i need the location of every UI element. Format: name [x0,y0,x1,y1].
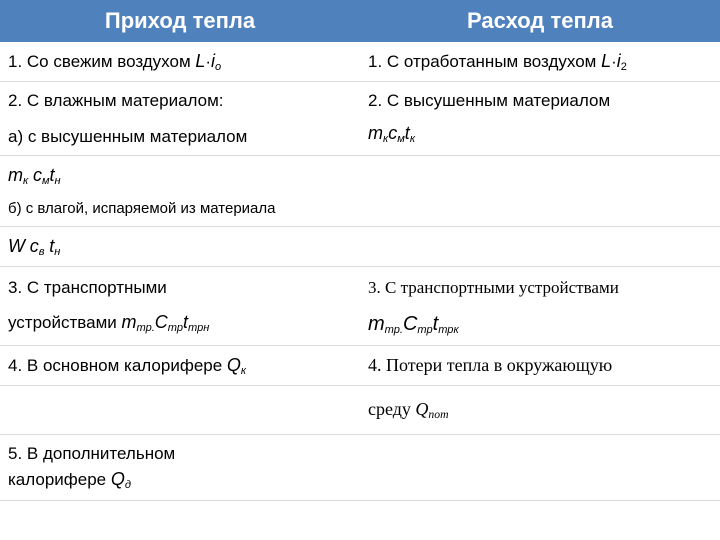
var-m: m [8,165,23,185]
text: 4. Потери тепла в окружающую [368,355,612,375]
var-W: W [8,236,25,256]
text: а) с высушенным материалом [8,124,352,150]
cell-right [360,227,720,267]
sub: д [125,479,131,491]
var-m: m [122,312,137,332]
header-left: Приход тепла [0,0,360,42]
cell-left: mк смtн б) с влагой, испаряемой из матер… [0,156,360,227]
table-row: 2. С влажным материалом: а) с высушенным… [0,82,720,156]
table-row: 4. В основном калорифере Qк 4. Потери те… [0,345,720,385]
cell-left: 2. С влажным материалом: а) с высушенным… [0,82,360,156]
sub: о [215,61,221,73]
table-row: mк смtн б) с влагой, испаряемой из матер… [0,156,720,227]
text: 3. С транспортными устройствами [368,269,712,301]
cell-left: W св tн [0,227,360,267]
text: б) с влагой, испаряемой из материала [8,198,352,221]
text: 5. В дополнительном [8,441,352,467]
var-L: L [601,51,611,71]
cell-right: 1. С отработанным воздухом L·i2 [360,42,720,82]
text: 3. С транспортными [8,269,352,301]
table-header: Приход тепла Расход тепла [0,0,720,42]
sub: н [55,175,61,187]
cell-left: устройствами mтр.Стрtтрн [0,303,360,346]
var-C: С [155,312,168,332]
sub: 2 [621,61,627,73]
cell-left: 5. В дополнительном калорифере Qд [0,434,360,500]
table-row: 3. С транспортными 3. С транспортными ус… [0,267,720,303]
table-row: устройствами mтр.Стрtтрн mтр.Стрtтрк [0,303,720,346]
cell-right [360,434,720,500]
sub: к [241,365,246,377]
text: 2. С влажным материалом: [8,88,352,114]
text: устройствами [8,313,122,332]
heat-balance-table: Приход тепла Расход тепла 1. Со свежим в… [0,0,720,501]
var-L: L [195,51,205,71]
header-right: Расход тепла [360,0,720,42]
cell-left [0,386,360,434]
sub: пот [428,408,448,421]
var-c: с [33,165,42,185]
var-c: с [30,236,39,256]
cell-right [360,156,720,227]
sub: трн [188,322,209,334]
var-C: С [403,313,417,335]
cell-right: 4. Потери тепла в окружающую [360,345,720,385]
cell-left: 4. В основном калорифере Qк [0,345,360,385]
text: калорифере [8,470,111,489]
sub: тр. [385,324,403,336]
sub: в [39,246,45,258]
sub: м [42,175,50,187]
var-Q: Q [227,355,241,375]
table-row: W св tн [0,227,720,267]
cell-right: среду Qпот [360,386,720,434]
sub: трк [438,324,458,336]
table-row: среду Qпот [0,386,720,434]
formula: mксмtк [368,120,712,147]
text: среду [368,399,415,419]
var-Q: Q [111,469,125,489]
cell-left: 3. С транспортными [0,267,360,303]
text: 1. С отработанным воздухом [368,52,601,71]
sub: м [397,133,405,145]
var-m: m [368,313,385,335]
sub: н [54,246,60,258]
table-row: 1. Со свежим воздухом L·iо 1. С отработа… [0,42,720,82]
text: 4. В основном калорифере [8,356,227,375]
text-line2: калорифере Qд [8,466,352,493]
sub: тр. [137,322,155,334]
sub: тр [168,322,183,334]
cell-right: 2. С высушенным материалом mксмtк [360,82,720,156]
sub: тр [417,324,432,336]
var-Q: Q [415,399,428,419]
formula: mк смtн [8,162,352,189]
text: 2. С высушенным материалом [368,88,712,114]
cell-left: 1. Со свежим воздухом L·iо [0,42,360,82]
sub: к [410,133,415,145]
cell-right: mтр.Стрtтрк [360,303,720,346]
var-m: m [368,123,383,143]
cell-right: 3. С транспортными устройствами [360,267,720,303]
text: 1. Со свежим воздухом [8,52,195,71]
var-c: с [388,123,397,143]
table-row: 5. В дополнительном калорифере Qд [0,434,720,500]
